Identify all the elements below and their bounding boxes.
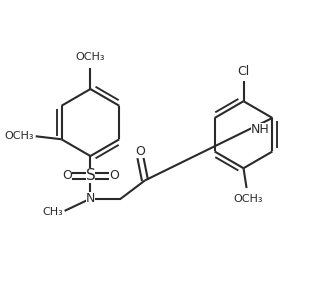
Text: CH₃: CH₃ xyxy=(42,207,63,217)
Text: OCH₃: OCH₃ xyxy=(5,131,34,141)
Text: N: N xyxy=(86,192,95,205)
Text: OCH₃: OCH₃ xyxy=(233,194,263,204)
Text: OCH₃: OCH₃ xyxy=(76,52,105,62)
Text: O: O xyxy=(62,169,72,182)
Text: O: O xyxy=(135,145,146,158)
Text: NH: NH xyxy=(251,123,270,136)
Text: S: S xyxy=(86,168,95,183)
Text: O: O xyxy=(109,169,119,182)
Text: Cl: Cl xyxy=(237,65,250,78)
